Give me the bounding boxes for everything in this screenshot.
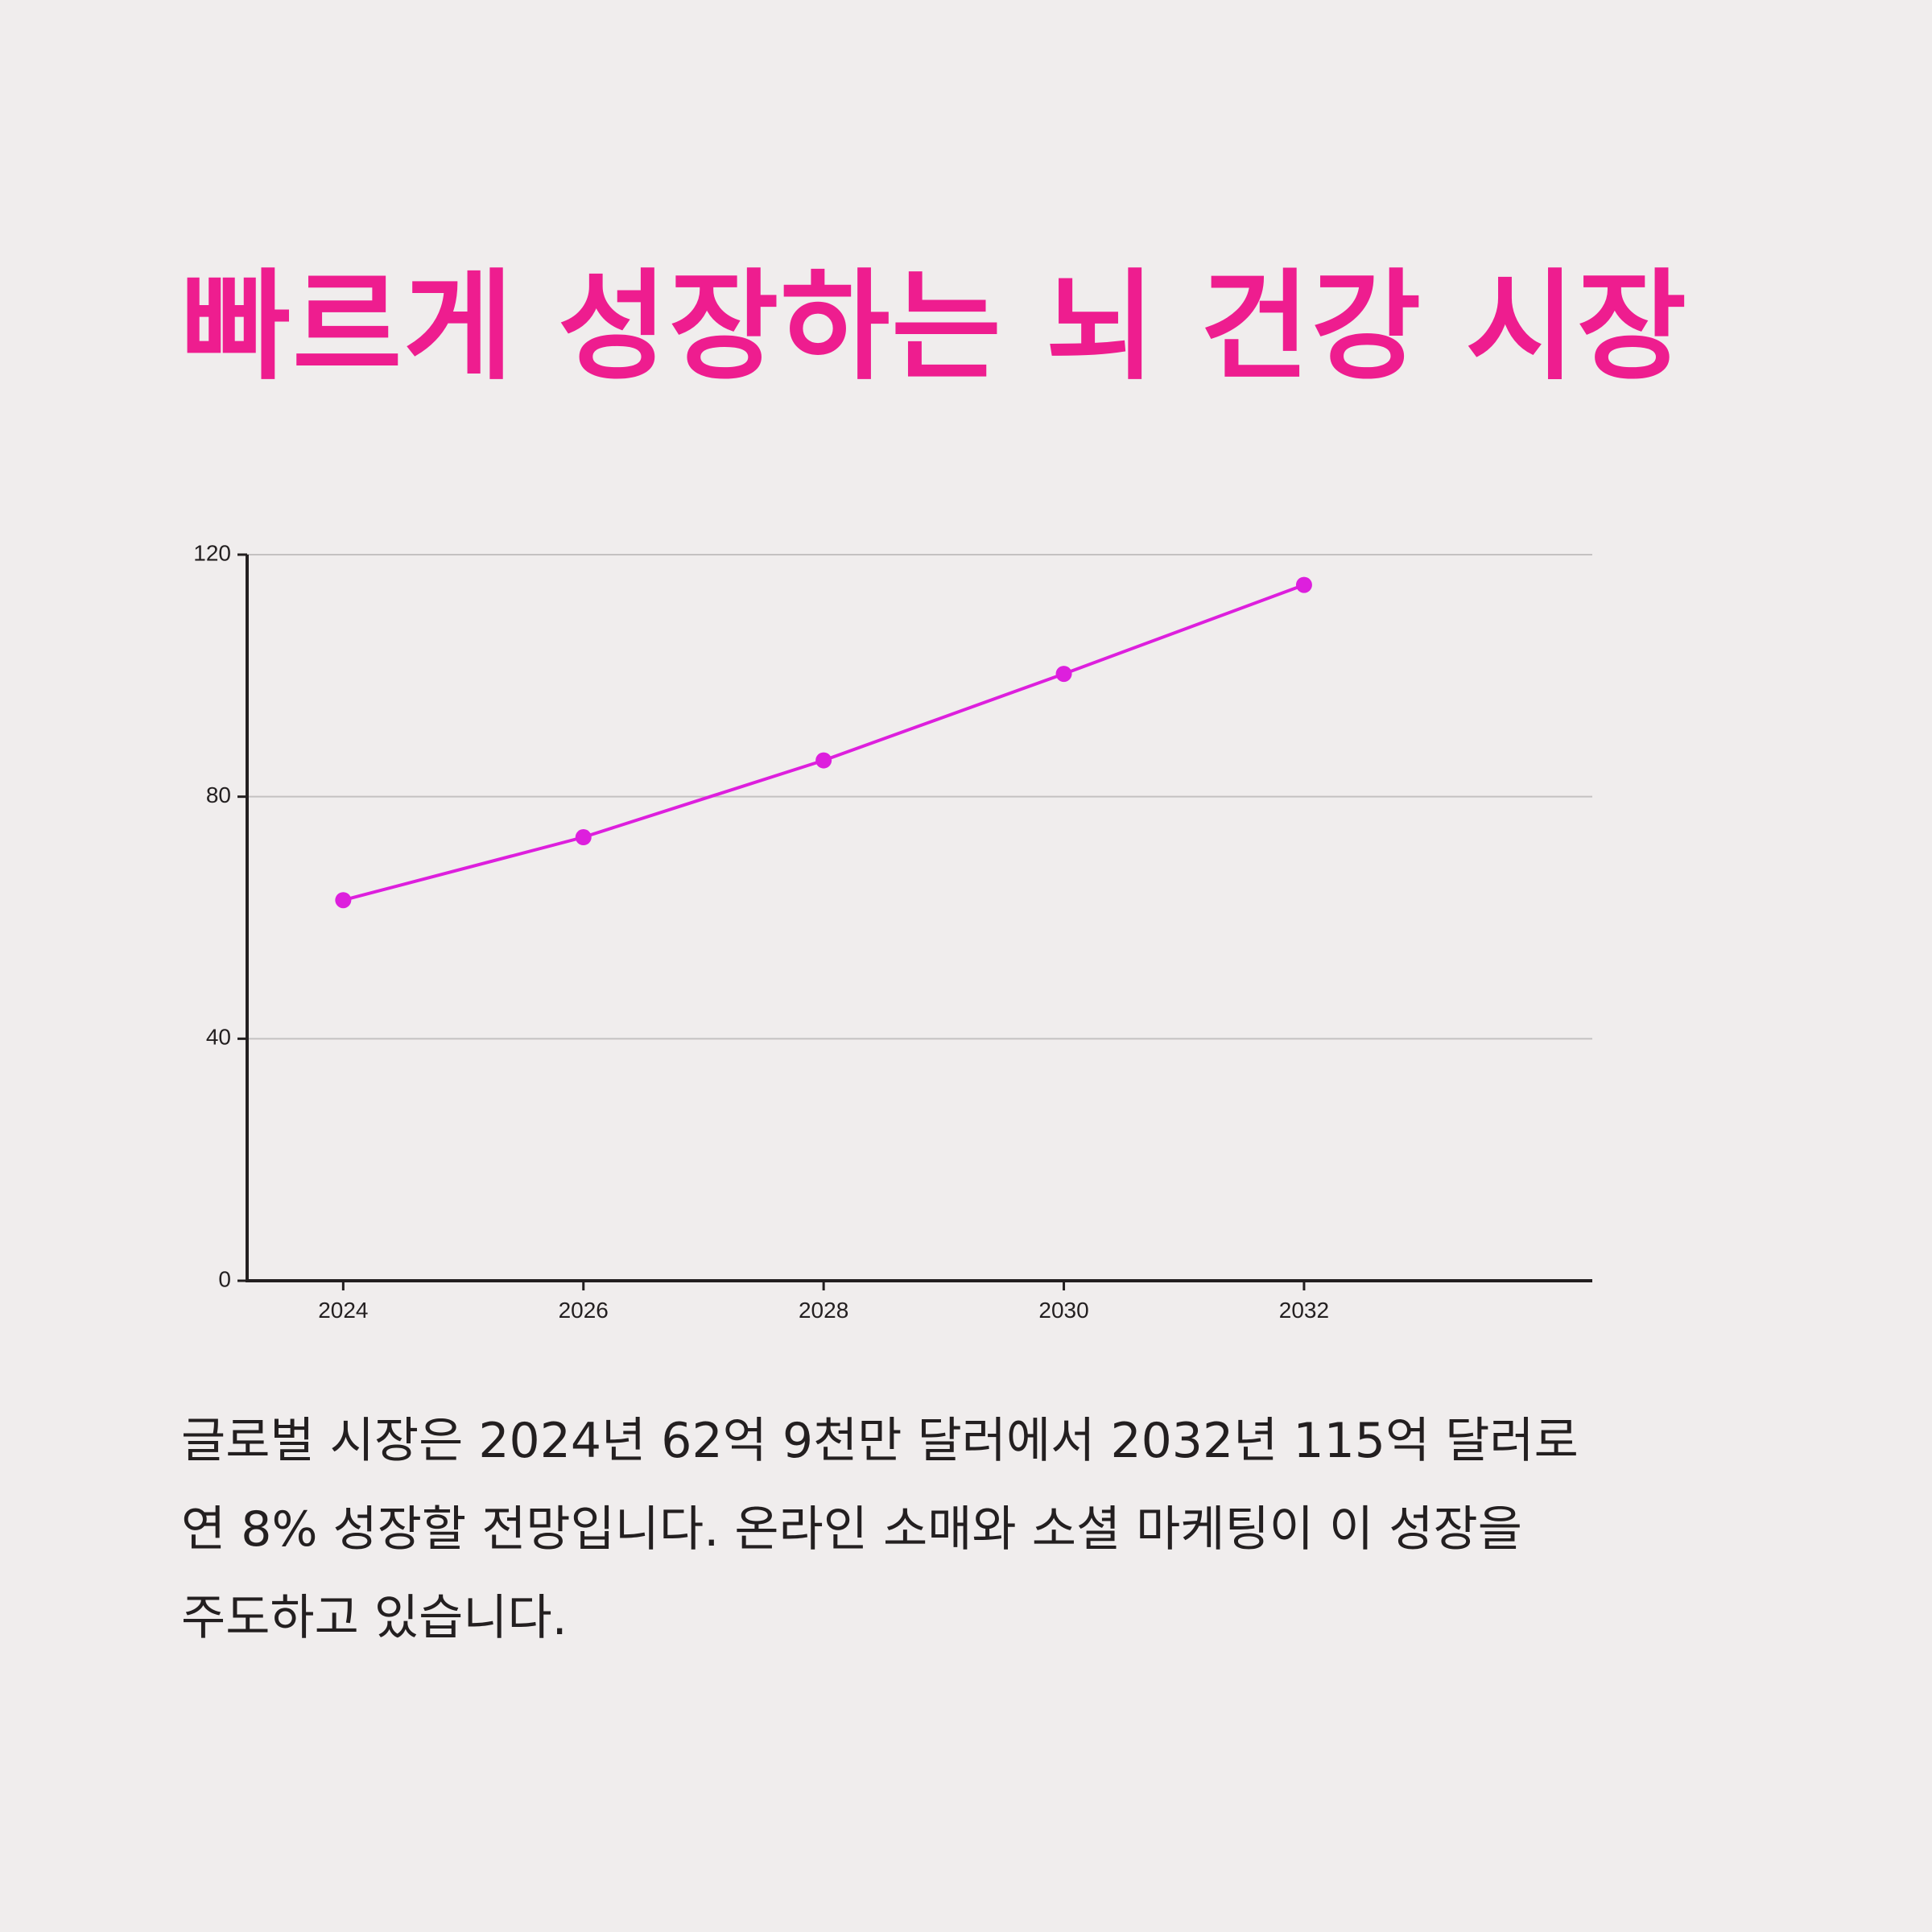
gridlines — [247, 554, 1592, 1040]
data-point — [815, 752, 832, 769]
x-tick-label: 2032 — [1279, 1298, 1329, 1323]
y-tick-label: 120 — [193, 540, 231, 565]
data-point — [335, 892, 352, 909]
data-point — [1055, 666, 1072, 683]
description-line-1: 글로벌 시장은 2024년 62억 9천만 달러에서 2032년 115억 달러… — [181, 1413, 1579, 1469]
y-axis-ticks: 0 40 80 120 — [193, 540, 247, 1291]
x-tick-label: 2026 — [559, 1298, 609, 1323]
data-point — [575, 829, 592, 846]
x-tick-label: 2030 — [1038, 1298, 1088, 1323]
x-tick-label: 2024 — [318, 1298, 368, 1323]
y-tick-label: 40 — [206, 1025, 231, 1050]
description-line-3: 주도하고 있습니다. — [181, 1590, 568, 1646]
x-tick-label: 2028 — [799, 1298, 848, 1323]
axes — [246, 555, 1592, 1282]
series-line — [342, 583, 1305, 902]
description: 글로벌 시장은 2024년 62억 9천만 달러에서 2032년 115억 달러… — [181, 1397, 1791, 1662]
y-tick-label: 80 — [206, 782, 231, 807]
page-title: 빠르게 성장하는 뇌 건강 시장 — [181, 258, 1689, 396]
series-layer — [335, 576, 1312, 909]
x-axis-ticks: 2024 2026 2028 2030 2032 — [318, 1281, 1329, 1323]
data-point — [1295, 576, 1312, 593]
y-tick-label: 0 — [218, 1266, 231, 1291]
line-chart: 0 40 80 120 2024 2026 2028 2030 2032 — [193, 540, 1592, 1323]
description-line-2: 연 8% 성장할 전망입니다. 온라인 소매와 소셜 마케팅이 이 성장을 — [181, 1501, 1522, 1558]
